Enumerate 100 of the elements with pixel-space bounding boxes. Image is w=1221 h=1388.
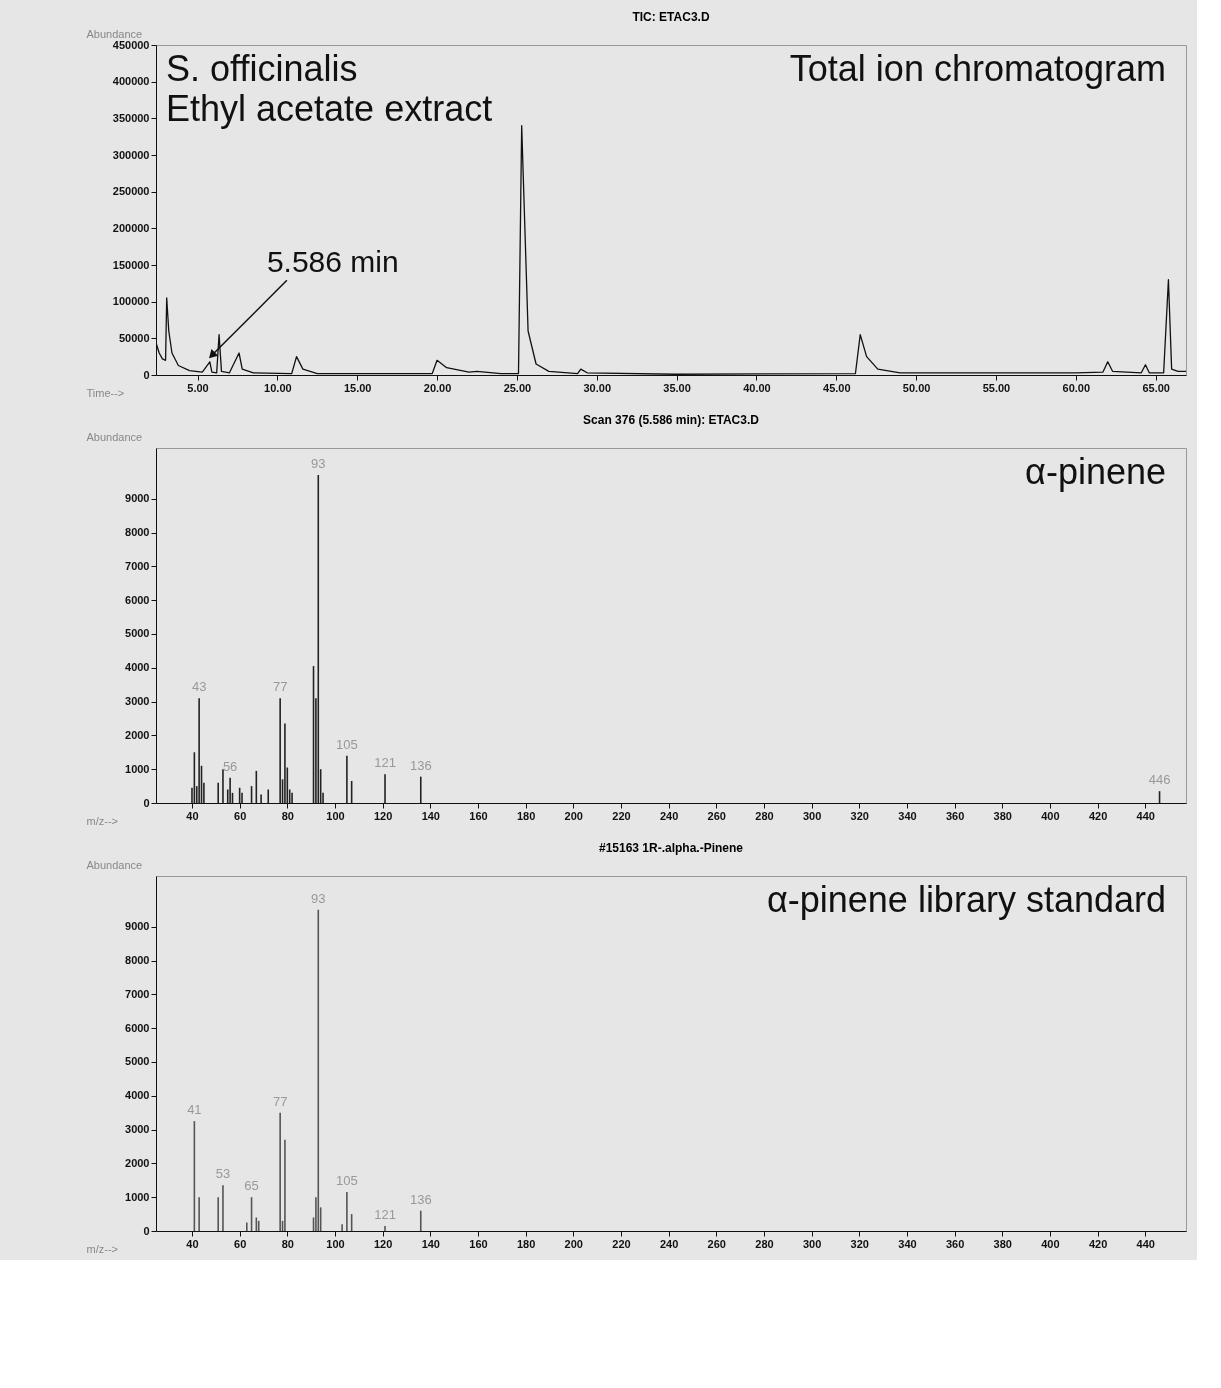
x-tick-label: 380: [993, 809, 1012, 822]
y-tick-label: 0: [143, 368, 150, 381]
x-tick-label: 380: [993, 1237, 1012, 1250]
annotation: 121: [374, 755, 396, 771]
x-tick-label: 440: [1136, 809, 1155, 822]
x-tick-label: 100: [326, 1237, 345, 1250]
y-tick-label: 0: [143, 796, 150, 809]
y-tick-label: 8000: [125, 526, 150, 539]
chart-title: Scan 376 (5.586 min): ETAC3.D: [583, 413, 760, 427]
x-tick-label: 120: [373, 1237, 393, 1250]
annotation: 446: [1148, 772, 1171, 788]
x-axis-title: m/z-->: [86, 1242, 118, 1255]
annotation: 56: [222, 758, 238, 774]
x-tick-label: 200: [564, 1237, 583, 1250]
annotation: 65: [244, 1178, 259, 1194]
x-tick-label: 260: [707, 809, 726, 822]
y-tick-label: 4000: [125, 661, 150, 674]
chart-title: #15163 1R-.alpha.-Pinene: [598, 841, 744, 855]
y-tick-label: 300000: [112, 148, 150, 161]
x-tick-label: 440: [1136, 1237, 1155, 1250]
y-tick-label: 9000: [125, 920, 150, 933]
x-tick-label: 60: [234, 809, 247, 822]
x-tick-label: 140: [421, 1237, 440, 1250]
x-tick-label: 360: [945, 809, 965, 822]
y-tick-label: 250000: [112, 185, 150, 198]
y-tick-label: 9000: [125, 492, 150, 505]
annotation: 136: [409, 757, 432, 773]
annotation: 105: [336, 1173, 358, 1189]
y-tick-label: 1000: [125, 1190, 150, 1203]
x-axis-title: m/z-->: [86, 814, 118, 827]
annotation: 41: [187, 1102, 202, 1118]
y-axis-title: Abundance: [86, 858, 143, 871]
x-tick-label: 280: [755, 809, 774, 822]
x-tick-label: 40.00: [743, 381, 771, 394]
x-tick-label: 15.00: [343, 381, 372, 394]
x-tick-label: 20.00: [423, 381, 452, 394]
y-tick-label: 0: [143, 1224, 150, 1237]
x-tick-label: 5.00: [187, 381, 209, 394]
x-tick-label: 65.00: [1142, 381, 1170, 394]
x-tick-label: 160: [469, 1237, 488, 1250]
x-tick-label: 400: [1041, 809, 1060, 822]
x-tick-label: 220: [612, 809, 631, 822]
x-tick-label: 320: [850, 809, 869, 822]
x-tick-label: 180: [516, 809, 536, 822]
x-tick-label: 80: [281, 1237, 294, 1250]
x-tick-label: 40: [186, 1237, 199, 1250]
x-tick-label: 220: [612, 1237, 631, 1250]
x-tick-label: 280: [755, 1237, 774, 1250]
annotation: Ethyl acetate extract: [166, 88, 493, 129]
annotation: S. officinalis: [166, 48, 358, 89]
annotation: Total ion chromatogram: [789, 48, 1166, 89]
y-tick-label: 5000: [125, 627, 150, 640]
x-tick-label: 120: [373, 809, 393, 822]
x-tick-label: 45.00: [823, 381, 851, 394]
x-tick-label: 25.00: [503, 381, 532, 394]
x-tick-label: 60.00: [1062, 381, 1091, 394]
y-tick-label: 7000: [125, 987, 150, 1000]
x-tick-label: 300: [802, 1237, 822, 1250]
x-tick-label: 400: [1041, 1237, 1060, 1250]
y-tick-label: 6000: [125, 1021, 150, 1034]
y-tick-label: 200000: [112, 221, 150, 234]
annotation: 77: [272, 679, 288, 695]
x-tick-label: 55.00: [982, 381, 1011, 394]
y-tick-label: 8000: [125, 954, 150, 967]
x-tick-label: 80: [281, 809, 294, 822]
annotation: α-pinene library standard: [766, 879, 1166, 920]
y-tick-label: 100000: [112, 295, 150, 308]
y-tick-label: 1000: [125, 762, 150, 775]
x-tick-label: 420: [1088, 1237, 1108, 1250]
x-tick-label: 340: [898, 809, 917, 822]
y-tick-label: 7000: [125, 559, 150, 572]
y-tick-label: 5000: [125, 1055, 150, 1068]
y-tick-label: 2000: [125, 728, 150, 741]
y-tick-label: 50000: [118, 331, 150, 344]
x-tick-label: 160: [469, 809, 488, 822]
x-tick-label: 320: [850, 1237, 869, 1250]
x-tick-label: 180: [516, 1237, 536, 1250]
chart-title: TIC: ETAC3.D: [632, 10, 710, 24]
x-tick-label: 100: [326, 809, 345, 822]
x-tick-label: 200: [564, 809, 583, 822]
x-tick-label: 35.00: [663, 381, 691, 394]
y-tick-label: 150000: [112, 258, 150, 271]
annotation: 53: [215, 1166, 231, 1182]
y-tick-label: 3000: [125, 1123, 150, 1136]
y-tick-label: 450000: [112, 38, 150, 51]
x-tick-label: 360: [945, 1237, 965, 1250]
x-tick-label: 300: [802, 809, 822, 822]
annotation: 136: [409, 1191, 432, 1207]
annotation: 105: [336, 736, 358, 752]
x-tick-label: 50.00: [902, 381, 931, 394]
x-axis-title: Time-->: [86, 386, 125, 399]
annotation: 93: [311, 890, 326, 906]
y-tick-label: 4000: [125, 1089, 150, 1102]
x-tick-label: 420: [1088, 809, 1108, 822]
y-axis-title: Abundance: [86, 27, 143, 40]
annotation: 93: [311, 456, 326, 472]
y-tick-label: 3000: [125, 695, 150, 708]
x-tick-label: 140: [421, 809, 440, 822]
annotation: α-pinene: [1025, 451, 1166, 492]
annotation: 43: [191, 679, 207, 695]
